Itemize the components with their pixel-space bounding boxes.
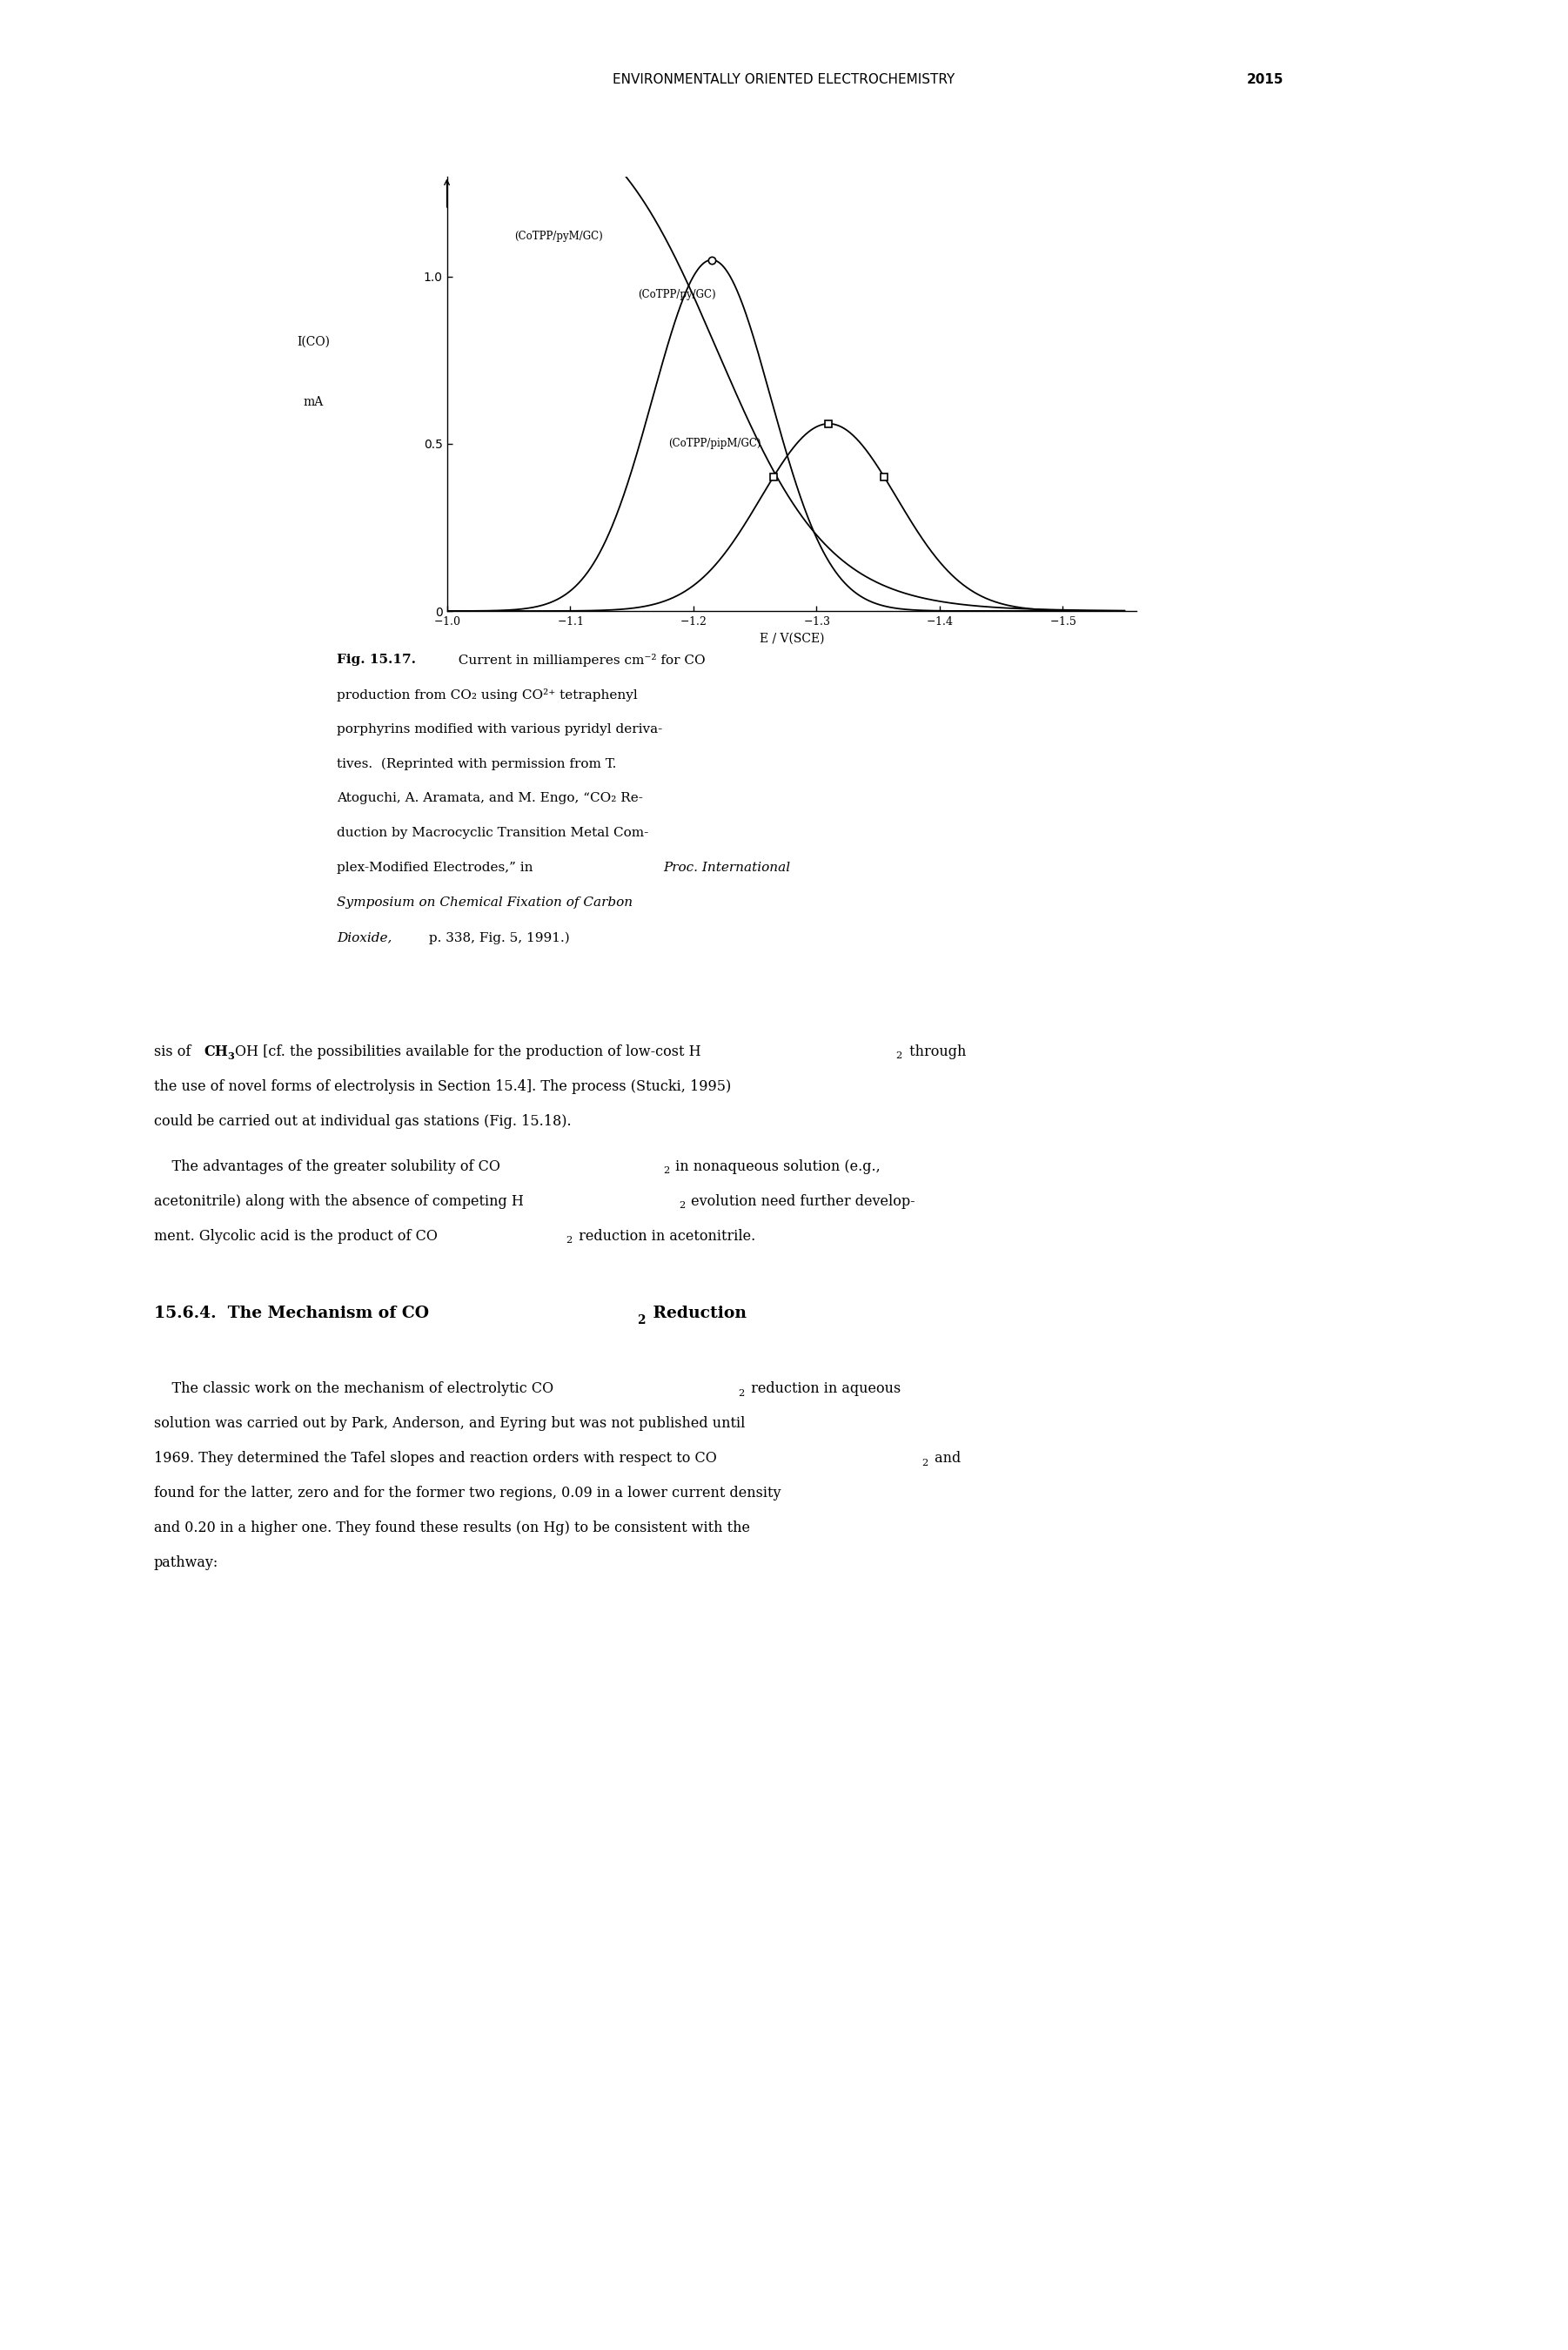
Text: 2: 2 [895,1050,902,1060]
Text: Dioxide,: Dioxide, [337,931,392,945]
Text: (CoTPP/pyM/GC): (CoTPP/pyM/GC) [514,230,604,242]
Text: duction by Macrocyclic Transition Metal Com-: duction by Macrocyclic Transition Metal … [337,827,649,839]
Text: reduction in aqueous: reduction in aqueous [746,1382,900,1396]
Text: evolution need further develop-: evolution need further develop- [687,1194,916,1208]
Text: plex-Modified Electrodes,” in: plex-Modified Electrodes,” in [337,862,538,874]
Text: 2: 2 [637,1314,644,1328]
Text: 2015: 2015 [1247,73,1284,87]
Text: Reduction: Reduction [648,1304,746,1321]
Text: I(CO): I(CO) [296,336,331,348]
Text: Symposium on Chemical Fixation of Carbon: Symposium on Chemical Fixation of Carbon [337,898,633,909]
Text: OH [cf. the possibilities available for the production of low-cost H: OH [cf. the possibilities available for … [235,1043,701,1060]
Text: and 0.20 in a higher one. They found these results (on Hg) to be consistent with: and 0.20 in a higher one. They found the… [154,1520,750,1535]
Text: sis of: sis of [154,1043,194,1060]
Text: 3: 3 [227,1050,234,1060]
Text: Atoguchi, A. Aramata, and M. Engo, “CO₂ Re-: Atoguchi, A. Aramata, and M. Engo, “CO₂ … [337,792,643,804]
Text: acetonitrile) along with the absence of competing H: acetonitrile) along with the absence of … [154,1194,524,1208]
Text: the use of novel forms of electrolysis in Section 15.4]. The process (Stucki, 19: the use of novel forms of electrolysis i… [154,1079,731,1093]
Text: (CoTPP/py/GC): (CoTPP/py/GC) [638,289,717,301]
Text: 2: 2 [739,1389,745,1398]
Text: ment. Glycolic acid is the product of CO: ment. Glycolic acid is the product of CO [154,1229,437,1243]
Text: The classic work on the mechanism of electrolytic CO: The classic work on the mechanism of ele… [154,1382,554,1396]
Text: ENVIRONMENTALLY ORIENTED ELECTROCHEMISTRY: ENVIRONMENTALLY ORIENTED ELECTROCHEMISTR… [613,73,955,87]
Text: reduction in acetonitrile.: reduction in acetonitrile. [574,1229,756,1243]
Text: Current in milliamperes cm⁻² for CO: Current in milliamperes cm⁻² for CO [450,653,706,667]
Text: pathway:: pathway: [154,1556,218,1570]
Text: found for the latter, zero and for the former two regions, 0.09 in a lower curre: found for the latter, zero and for the f… [154,1485,781,1502]
Text: 2: 2 [679,1201,685,1210]
Text: tives.  (Reprinted with permission from T.: tives. (Reprinted with permission from T… [337,757,616,771]
Text: 2: 2 [566,1236,572,1246]
Text: in nonaqueous solution (e.g.,: in nonaqueous solution (e.g., [671,1159,881,1175]
Text: 2: 2 [922,1459,928,1466]
Text: production from CO₂ using CO²⁺ tetraphenyl: production from CO₂ using CO²⁺ tetraphen… [337,689,638,700]
Text: could be carried out at individual gas stations (Fig. 15.18).: could be carried out at individual gas s… [154,1114,571,1128]
Text: 1969. They determined the Tafel slopes and reaction orders with respect to CO: 1969. They determined the Tafel slopes a… [154,1452,717,1466]
Text: through: through [905,1043,966,1060]
Text: solution was carried out by Park, Anderson, and Eyring but was not published unt: solution was carried out by Park, Anders… [154,1417,745,1431]
Text: porphyrins modified with various pyridyl deriva-: porphyrins modified with various pyridyl… [337,724,663,736]
Text: mA: mA [304,397,323,409]
Text: and: and [930,1452,961,1466]
Text: (CoTPP/pipM/GC): (CoTPP/pipM/GC) [668,437,762,449]
Text: 15.6.4.  The Mechanism of CO: 15.6.4. The Mechanism of CO [154,1304,428,1321]
Text: 2: 2 [663,1166,670,1175]
Text: CH: CH [204,1043,227,1060]
Text: p. 338, Fig. 5, 1991.): p. 338, Fig. 5, 1991.) [425,931,571,945]
Text: Proc. International: Proc. International [663,862,790,874]
Text: The advantages of the greater solubility of CO: The advantages of the greater solubility… [154,1159,500,1175]
X-axis label: E / V(SCE): E / V(SCE) [759,632,825,644]
Text: Fig. 15.17.: Fig. 15.17. [337,653,416,665]
